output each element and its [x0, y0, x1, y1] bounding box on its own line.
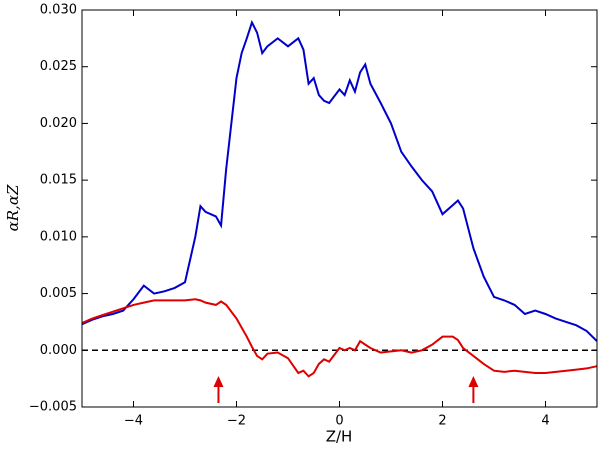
y-tick-label: 0.030	[40, 3, 77, 18]
y-tick-label: 0.010	[40, 229, 77, 244]
arrow	[468, 376, 479, 403]
arrow-head	[213, 376, 224, 387]
x-tick-label: 2	[438, 414, 446, 429]
line	[81, 19, 598, 342]
y-tick-label: 0.005	[40, 286, 77, 301]
y-tick-label: 0.020	[40, 116, 77, 131]
y-tick-label: 0.000	[40, 343, 77, 358]
x-tick-label: 0	[335, 414, 343, 429]
line	[81, 298, 598, 378]
arrow	[213, 376, 224, 403]
x-tick-label: −4	[124, 414, 143, 429]
x-tick-label: 4	[541, 414, 549, 429]
arrow-head	[468, 376, 479, 387]
plot-frame	[81, 9, 598, 408]
x-tick-label: −2	[227, 414, 246, 429]
y-tick-label: 0.025	[40, 59, 77, 74]
y-tick-label: −0.005	[29, 400, 77, 415]
y-tick-label: 0.015	[40, 173, 77, 188]
y-axis-label: αR,αZ	[4, 184, 22, 231]
x-axis-label: Z/H	[326, 428, 353, 446]
